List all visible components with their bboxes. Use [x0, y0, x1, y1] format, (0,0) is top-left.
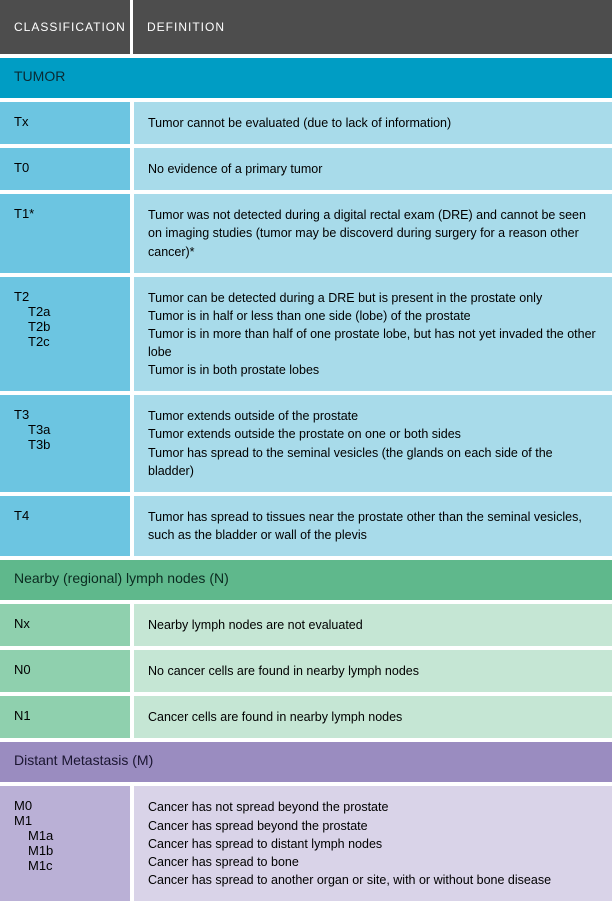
- classification-line: T2b: [14, 319, 116, 334]
- classification-cell: T4: [0, 496, 130, 556]
- classification-line: M1c: [14, 858, 116, 873]
- definition-line: Nearby lymph nodes are not evaluated: [148, 616, 598, 634]
- definition-line: Cancer has spread to bone: [148, 853, 598, 871]
- definition-line: Cancer cells are found in nearby lymph n…: [148, 708, 598, 726]
- definition-line: Cancer has spread to another organ or si…: [148, 871, 598, 889]
- definition-cell: Tumor has spread to tissues near the pro…: [134, 496, 612, 556]
- classification-line: Tx: [14, 114, 116, 129]
- classification-line: T1*: [14, 206, 116, 221]
- classification-line: M0: [14, 798, 116, 813]
- classification-line: T2c: [14, 334, 116, 349]
- definition-line: Tumor can be detected during a DRE but i…: [148, 289, 598, 307]
- definition-cell: Tumor extends outside of the prostateTum…: [134, 395, 612, 492]
- table-row: T0 No evidence of a primary tumor: [0, 144, 612, 190]
- header-classification: CLASSIFICATION: [0, 0, 130, 54]
- header-definition: DEFINITION: [133, 0, 612, 54]
- classification-cell: T3T3aT3b: [0, 395, 130, 492]
- table-row: M0M1M1aM1bM1c Cancer has not spread beyon…: [0, 782, 612, 901]
- classification-line: N0: [14, 662, 116, 677]
- definition-cell: No cancer cells are found in nearby lymp…: [134, 650, 612, 692]
- classification-cell: Tx: [0, 102, 130, 144]
- definition-line: No evidence of a primary tumor: [148, 160, 598, 178]
- classification-line: T0: [14, 160, 116, 175]
- classification-line: M1b: [14, 843, 116, 858]
- table-row: T1* Tumor was not detected during a digit…: [0, 190, 612, 272]
- sections-container: TUMOR Tx Tumor cannot be evaluated (due to…: [0, 54, 612, 901]
- classification-cell: Nx: [0, 604, 130, 646]
- classification-line: T3: [14, 407, 116, 422]
- definition-line: Cancer has not spread beyond the prostat…: [148, 798, 598, 816]
- definition-line: Tumor was not detected during a digital …: [148, 206, 598, 260]
- classification-cell: N1: [0, 696, 130, 738]
- definition-line: Tumor extends outside of the prostate: [148, 407, 598, 425]
- definition-cell: Tumor cannot be evaluated (due to lack o…: [134, 102, 612, 144]
- definition-line: Tumor cannot be evaluated (due to lack o…: [148, 114, 598, 132]
- definition-line: Tumor extends outside the prostate on on…: [148, 425, 598, 443]
- table-row: T3T3aT3bTumor extends outside of the pro…: [0, 391, 612, 492]
- classification-line: T2a: [14, 304, 116, 319]
- table-row: T2T2aT2bT2c Tumor can be detected during …: [0, 273, 612, 392]
- table-row: N1 Cancer cells are found in nearby lymph…: [0, 692, 612, 738]
- classification-line: M1: [14, 813, 116, 828]
- section-header-lymph: Nearby (regional) lymph nodes (N): [0, 556, 612, 600]
- classification-line: T3a: [14, 422, 116, 437]
- table-row: Nx Nearby lymph nodes are not evaluated: [0, 600, 612, 646]
- classification-cell: T1*: [0, 194, 130, 272]
- classification-cell: T2T2aT2bT2c: [0, 277, 130, 392]
- table-row: Tx Tumor cannot be evaluated (due to lack…: [0, 98, 612, 144]
- classification-line: M1a: [14, 828, 116, 843]
- definition-line: Tumor is in both prostate lobes: [148, 361, 598, 379]
- classification-cell: M0M1M1aM1bM1c: [0, 786, 130, 901]
- section-header-metastasis: Distant Metastasis (M): [0, 738, 612, 782]
- definition-cell: Tumor can be detected during a DRE but i…: [134, 277, 612, 392]
- classification-cell: T0: [0, 148, 130, 190]
- table-row: T4 Tumor has spread to tissues near the p…: [0, 492, 612, 556]
- classification-line: T3b: [14, 437, 116, 452]
- definition-line: No cancer cells are found in nearby lymp…: [148, 662, 598, 680]
- section-header-tumor: TUMOR: [0, 54, 612, 98]
- definition-cell: Nearby lymph nodes are not evaluated: [134, 604, 612, 646]
- classification-line: T2: [14, 289, 116, 304]
- classification-cell: N0: [0, 650, 130, 692]
- definition-line: Cancer has spread to distant lymph nodes: [148, 835, 598, 853]
- classification-line: T4: [14, 508, 116, 523]
- definition-line: Tumor has spread to the seminal vesicles…: [148, 444, 598, 480]
- classification-line: N1: [14, 708, 116, 723]
- classification-line: Nx: [14, 616, 116, 631]
- table-row: N0 No cancer cells are found in nearby ly…: [0, 646, 612, 692]
- definition-line: Tumor has spread to tissues near the pro…: [148, 508, 598, 544]
- definition-cell: Tumor was not detected during a digital …: [134, 194, 612, 272]
- table-header-row: CLASSIFICATION DEFINITION: [0, 0, 612, 54]
- definition-line: Tumor is in more than half of one prosta…: [148, 325, 598, 361]
- definition-cell: Cancer cells are found in nearby lymph n…: [134, 696, 612, 738]
- definition-cell: Cancer has not spread beyond the prostat…: [134, 786, 612, 901]
- definition-line: Cancer has spread beyond the prostate: [148, 817, 598, 835]
- definition-cell: No evidence of a primary tumor: [134, 148, 612, 190]
- definition-line: Tumor is in half or less than one side (…: [148, 307, 598, 325]
